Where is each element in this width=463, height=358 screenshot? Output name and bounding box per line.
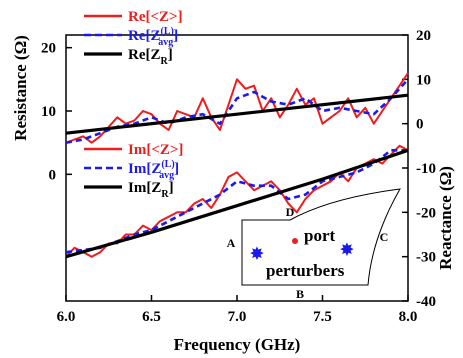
inset-cavity-outline [241,188,401,286]
legend-entry: Im[Z(L) avg] [128,159,179,181]
right-tick-label: -40 [416,294,436,310]
right-tick-label: -20 [416,205,436,221]
inset-label-c: C [380,230,389,244]
legend-entry: Re[Z(L) avg] [128,26,178,48]
right-tick-label: -10 [416,161,436,177]
series-line-5 [65,149,408,254]
port-label: port [304,226,336,245]
x-tick-label: 7.0 [228,309,247,325]
series-line-4 [65,144,409,258]
legend-bottom: Im[<Z>]Im[Z(L) avg]Im[ZR] [84,142,183,200]
left-tick-label: 10 [41,104,56,120]
left-y-axis-label: Resistance (Ω) [11,35,30,141]
left-tick-label: 20 [41,41,56,57]
series-line-3 [65,93,409,135]
perturber-star-right: ✸ [339,242,354,259]
x-axis-label: Frequency (GHz) [174,335,301,354]
legend-entry: Im[<Z>] [128,142,183,158]
perturber-star-left: ✸ [249,246,264,263]
inset-label-b: B [296,287,304,301]
legend-entry: Re[ZR] [128,47,173,67]
right-tick-label: 0 [416,117,424,133]
port-dot [292,238,298,244]
series-line-1 [65,72,409,144]
inset-label-a: A [227,236,236,250]
x-tick-label: 6.5 [142,309,161,325]
inset-schematic: A B C D port ✸ ✸ perturbers [227,188,401,301]
inset-label-d: D [286,205,295,219]
right-tick-label: 10 [416,72,431,88]
series-layer [65,72,409,259]
legend-entry: Im[ZR] [128,180,174,200]
legend-entry: Re[<Z>] [128,9,183,25]
right-tick-label: -30 [416,250,436,266]
right-tick-label: 20 [416,28,431,44]
x-tick-label: 6.0 [57,309,76,325]
x-tick-label: 8.0 [399,309,418,325]
right-y-axis-label: Reactance (Ω) [436,166,455,270]
right-y-axis: 20 10 0 -10 -20 -30 -40 [402,28,436,310]
series-line-6 [65,148,409,259]
series-line-2 [65,78,409,144]
legend-top: Re[<Z>]Re[Z(L) avg]Re[ZR] [84,9,183,67]
x-axis: 6.0 6.5 7.0 7.5 8.0 [57,295,418,325]
left-y-axis: 20 10 0 [41,41,72,183]
left-tick-label: 0 [49,167,57,183]
perturbers-label: perturbers [266,261,345,280]
x-tick-label: 7.5 [313,309,332,325]
